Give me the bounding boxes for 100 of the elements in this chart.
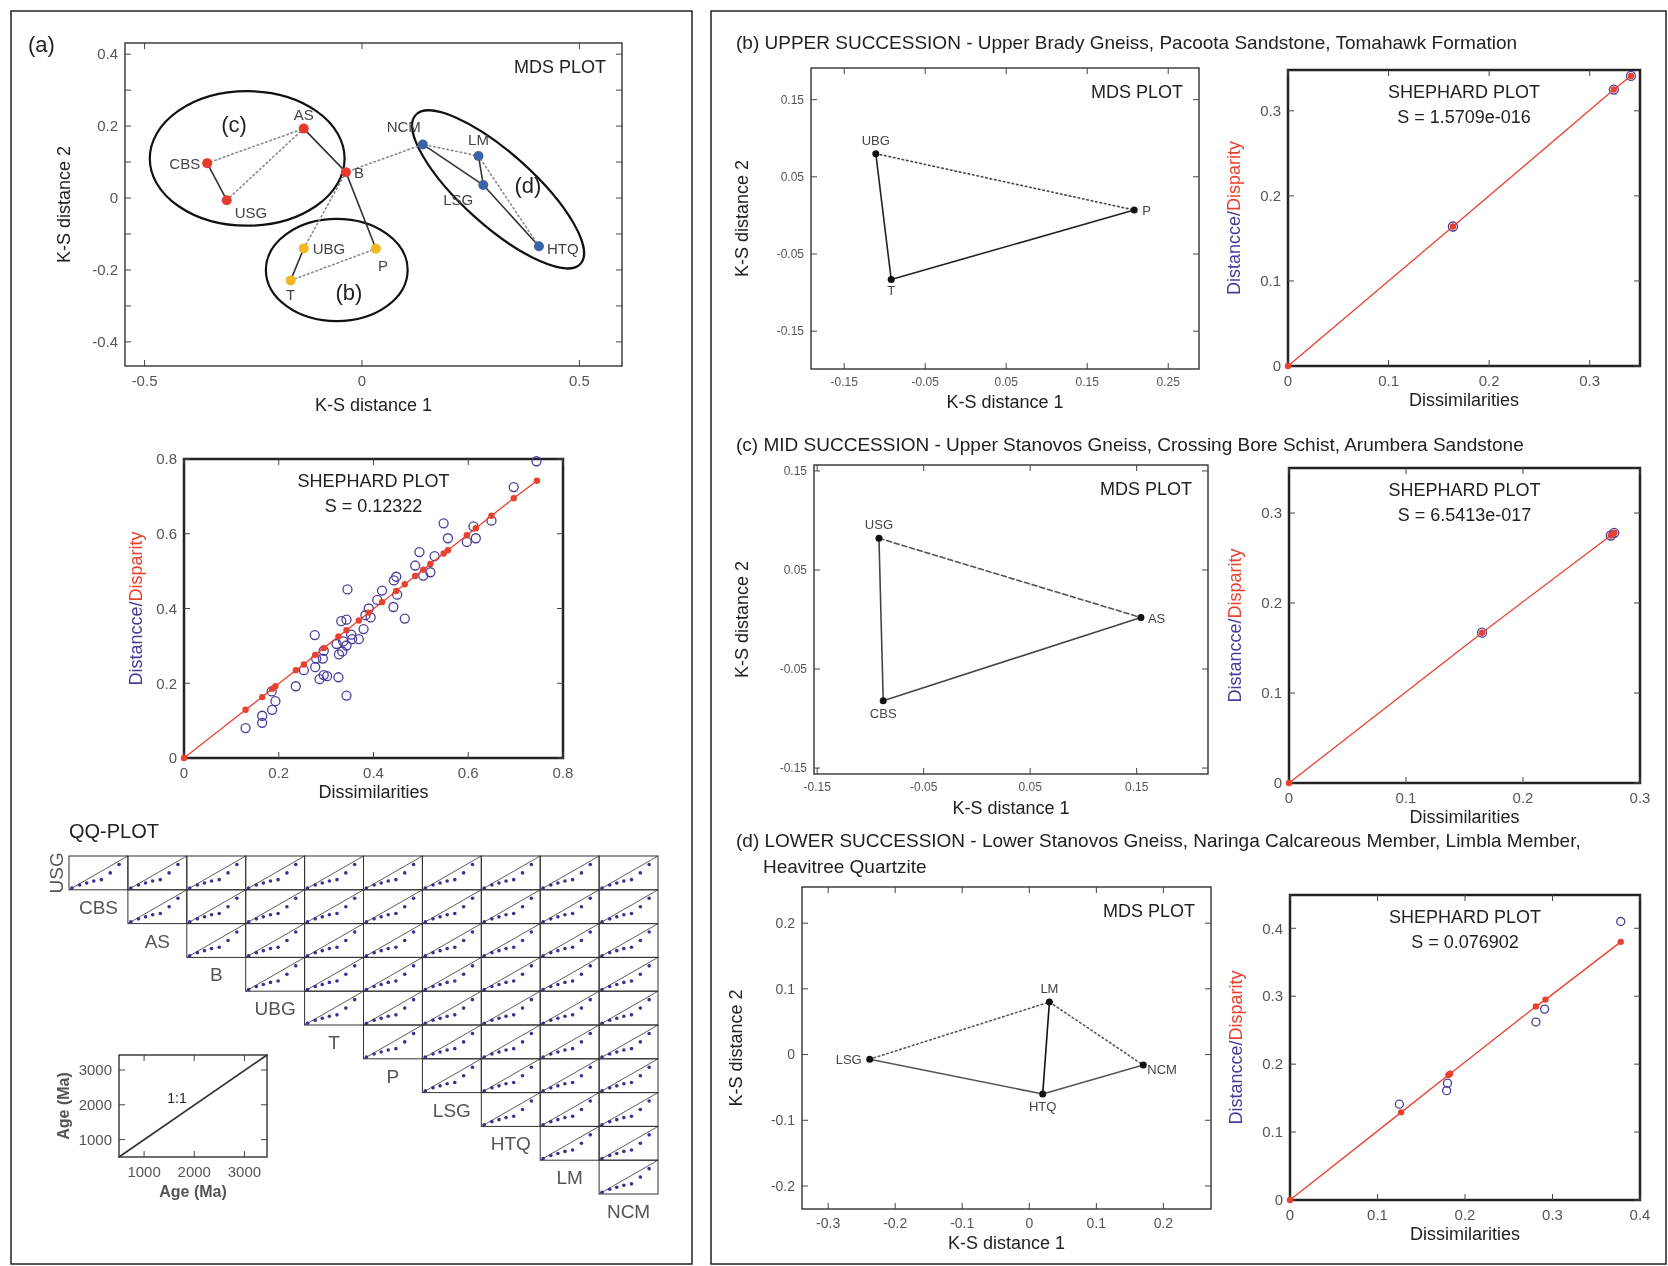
annotation: B (353, 164, 364, 182)
y-tick-label: 0.6 (156, 525, 177, 542)
annotation: LSG (835, 1052, 862, 1068)
y-tick-label: 0.2 (97, 117, 118, 135)
x-tick-label: 0.4 (363, 764, 384, 781)
x-tick-label: 0.2 (1153, 1215, 1174, 1231)
y-tick-label: 0 (109, 189, 118, 207)
annotation: (b) (335, 280, 363, 305)
x-tick-label: 0.2 (1478, 372, 1500, 389)
text: S = 0.12322 (324, 496, 423, 516)
category-label: LSG (432, 1099, 471, 1121)
x-tick-label: 0.3 (1629, 789, 1651, 806)
y-axis-title: K-S distance 2 (54, 145, 74, 264)
y-axis-title: K-S distance 2 (726, 989, 746, 1107)
y-tick-label: 0 (1274, 1191, 1283, 1209)
annotation: P (1142, 203, 1151, 219)
text: SHEPHARD PLOT (297, 471, 450, 491)
x-axis-title: K-S distance 1 (952, 798, 1070, 818)
x-tick-label: 0 (1284, 789, 1294, 806)
text: MDS PLOT (513, 57, 606, 77)
annotation: CBS (869, 705, 897, 721)
y-tick-label: -0.05 (776, 247, 805, 262)
y-tick-label: 0.4 (156, 599, 177, 617)
y-tick-label: 0.1 (1261, 684, 1282, 702)
y-tick-label: 0.2 (775, 915, 796, 932)
x-tick-label: 0 (179, 764, 189, 781)
y-axis-title: Distancce/Disparity (126, 531, 146, 686)
x-tick-label: 0.3 (1579, 372, 1601, 389)
annotation: LM (468, 130, 489, 148)
y-tick-label: 0.1 (775, 980, 796, 997)
annotation: T (286, 286, 296, 304)
x-tick-label: 0.2 (1454, 1206, 1476, 1223)
x-tick-label: 0.15 (1124, 780, 1149, 794)
category-label: B (209, 964, 223, 986)
x-tick-label: 0.25 (1156, 375, 1181, 389)
x-tick-label: 2000 (177, 1163, 211, 1180)
y-tick-label: 0.3 (1260, 102, 1281, 120)
y-tick-label: -0.4 (92, 333, 118, 351)
text: S = 1.5709e-016 (1397, 107, 1531, 127)
x-tick-label: 0.2 (1512, 789, 1534, 806)
y-tick-label: 2000 (78, 1096, 112, 1114)
x-tick-label: -0.15 (803, 780, 832, 794)
y-tick-label: 3000 (78, 1061, 112, 1079)
y-axis-title: K-S distance 2 (732, 560, 752, 679)
category-label: AS (144, 930, 171, 952)
text: MDS PLOT (1102, 901, 1195, 921)
category-label: CBS (78, 896, 118, 918)
y-tick-label: 0.4 (97, 45, 118, 63)
x-axis-title: K-S distance 1 (946, 392, 1064, 412)
y-tick-label: 0.4 (1262, 919, 1283, 937)
annotation: (c) (221, 112, 247, 137)
y-axis-title: Distancce/Disparity (1226, 970, 1246, 1125)
category-label: UBG (254, 998, 296, 1020)
y-tick-label: 0.2 (156, 674, 177, 692)
y-tick-label: 0.15 (780, 92, 805, 107)
x-tick-label: 0 (1025, 1215, 1034, 1231)
x-tick-label: 0.3 (1542, 1206, 1563, 1223)
x-axis-title: K-S distance 1 (947, 1233, 1066, 1253)
text: (a) (28, 32, 55, 57)
x-tick-label: -0.15 (830, 375, 859, 389)
text: SHEPHARD PLOT (1387, 82, 1541, 102)
annotation: NCM (1147, 1062, 1177, 1078)
text: MDS PLOT (1099, 479, 1192, 499)
annotation: HTQ (546, 240, 579, 258)
text: (b) UPPER SUCCESSION - Upper Brady Gneiss, Pacoota Sandstone, Tomahawk Formation (736, 32, 1518, 53)
x-tick-label: -0.3 (816, 1215, 841, 1231)
y-tick-label: 1000 (78, 1130, 112, 1148)
x-axis-title: Dissimilarities (1408, 390, 1520, 410)
annotation: (d) (514, 173, 542, 198)
x-axis-title: Dissimilarities (318, 782, 429, 802)
category-label: T (328, 1031, 341, 1053)
text: SHEPHARD PLOT (1388, 907, 1542, 927)
x-tick-label: 0.05 (994, 375, 1019, 389)
y-tick-label: 0.3 (1261, 504, 1282, 522)
annotation: USG (864, 517, 894, 533)
y-tick-label: -0.2 (770, 1177, 796, 1194)
annotation: 1:1 (167, 1090, 187, 1107)
category-label: HTQ (490, 1133, 531, 1155)
category-label: P (386, 1065, 400, 1087)
y-axis-title: Distancce/Disparity (1224, 140, 1244, 296)
x-tick-label: 0.15 (1075, 375, 1100, 389)
x-tick-label: 0.8 (552, 764, 574, 781)
text: (d) LOWER SUCCESSION - Lower Stanovos Gneiss, Naringa Calcareous Member, Limbla Member, Heavitree Quartzite (736, 830, 1581, 877)
x-axis-title: K-S distance 1 (314, 395, 433, 415)
y-tick-label: 0.05 (780, 170, 805, 185)
y-axis-title: Distancce/Disparity (1225, 548, 1245, 703)
y-axis-title: K-S distance 2 (732, 159, 752, 278)
x-tick-label: 3000 (227, 1163, 262, 1180)
x-tick-label: 0.4 (1629, 1206, 1651, 1223)
y-tick-label: 0.2 (1262, 1055, 1283, 1073)
x-tick-label: -0.05 (911, 375, 940, 389)
x-axis-title: Dissimilarities (1409, 1224, 1521, 1244)
x-tick-label: -0.2 (883, 1215, 908, 1231)
x-tick-label: 0.1 (1367, 1206, 1388, 1223)
x-tick-label: -0.5 (131, 372, 158, 389)
x-tick-label: -0.1 (950, 1215, 975, 1231)
x-tick-label: 0.5 (568, 372, 590, 389)
x-tick-label: 0.6 (457, 764, 479, 781)
y-tick-label: 0.1 (1262, 1123, 1283, 1141)
text: S = 0.076902 (1411, 932, 1519, 952)
